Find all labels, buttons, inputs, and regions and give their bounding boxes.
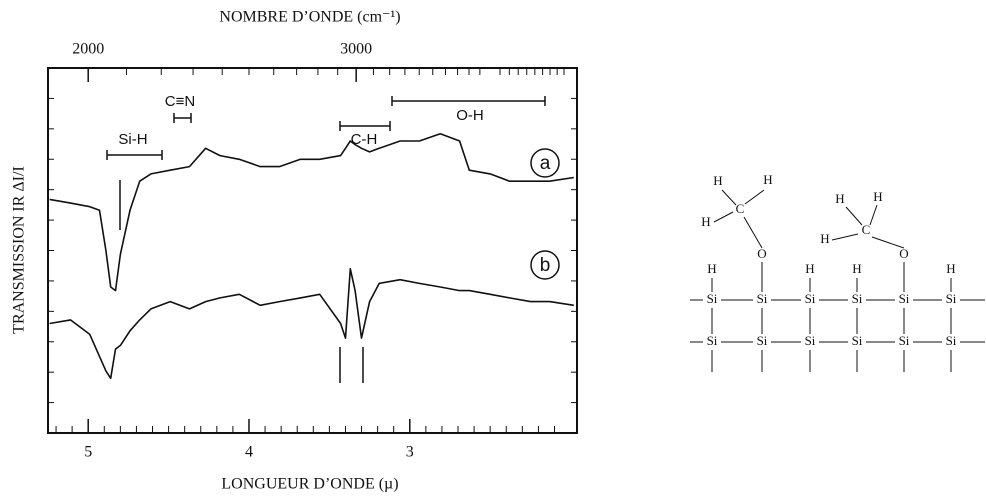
atom-background [703,292,721,308]
plot-frame [47,67,578,434]
atom: Si [805,333,816,348]
annotations [106,96,560,383]
legend-entry: a [540,153,551,174]
x-tick-label: 3 [406,444,414,461]
x-axis-label: LONGUEUR D’ONDE (µ) [221,476,398,493]
x2-tick-label: 3000 [340,41,372,58]
top-axis-label: NOMBRE D’ONDE (cm⁻¹) [219,9,400,26]
atom: H [946,261,955,276]
atom: H [805,261,814,276]
bracket [173,113,192,123]
spectrum-line [49,268,574,380]
atom: Si [805,291,816,306]
atoms: H H H C H H H C O O H H H H [701,172,955,276]
silicon-atoms: Si Si Si Si Si Si Si Si Si Si Si Si [703,291,960,350]
atom: H [713,173,722,188]
atom: Si [899,333,910,348]
legend-entry: b [540,255,551,276]
atom: Si [946,291,957,306]
x-tick-label: 5 [84,444,92,461]
atom: Si [899,291,910,306]
atom-background [895,292,913,308]
spectrum-line [49,132,574,292]
marker-line [119,180,364,383]
y-axis-label: TRANSMISSION IR ΔI/I [11,166,28,334]
atom-background [753,334,771,350]
atom: H [707,261,716,276]
atom: Si [852,333,863,348]
atom-background [753,292,771,308]
atom: C [736,201,745,216]
atom: Si [757,291,768,306]
atom-background [801,334,819,350]
atom-background [895,334,913,350]
bracket [391,96,546,106]
bond [831,204,905,249]
structure [690,189,985,372]
atom: C [862,222,871,237]
atom: O [899,246,908,261]
atom: O [757,246,766,261]
atom-background [703,334,721,350]
bracket [106,150,163,160]
atom: H [701,214,710,229]
annotation: C≡N [165,93,195,110]
atom-background [848,292,866,308]
atom-background [942,292,960,308]
x-tick-label: 4 [245,444,253,461]
atom: Si [757,333,768,348]
atom-background [848,334,866,350]
atom-background [801,292,819,308]
bracket [339,121,391,131]
atom: Si [707,291,718,306]
bond [713,189,765,249]
atom: H [820,231,829,246]
annotation: Si-H [118,131,147,148]
atom: H [763,172,772,187]
trace-label-circle [530,148,560,178]
atom: Si [707,333,718,348]
atom: Si [946,333,957,348]
atom-background [942,334,960,350]
annotation: C-H [351,131,378,148]
atom: Si [852,291,863,306]
annotation: O-H [456,107,484,124]
x2-tick-label: 2000 [72,41,104,58]
bond [711,262,952,372]
atom: H [873,189,882,204]
atom: H [852,261,861,276]
trace-label-circle [530,250,560,280]
bond [690,299,985,343]
atom: H [835,191,844,206]
